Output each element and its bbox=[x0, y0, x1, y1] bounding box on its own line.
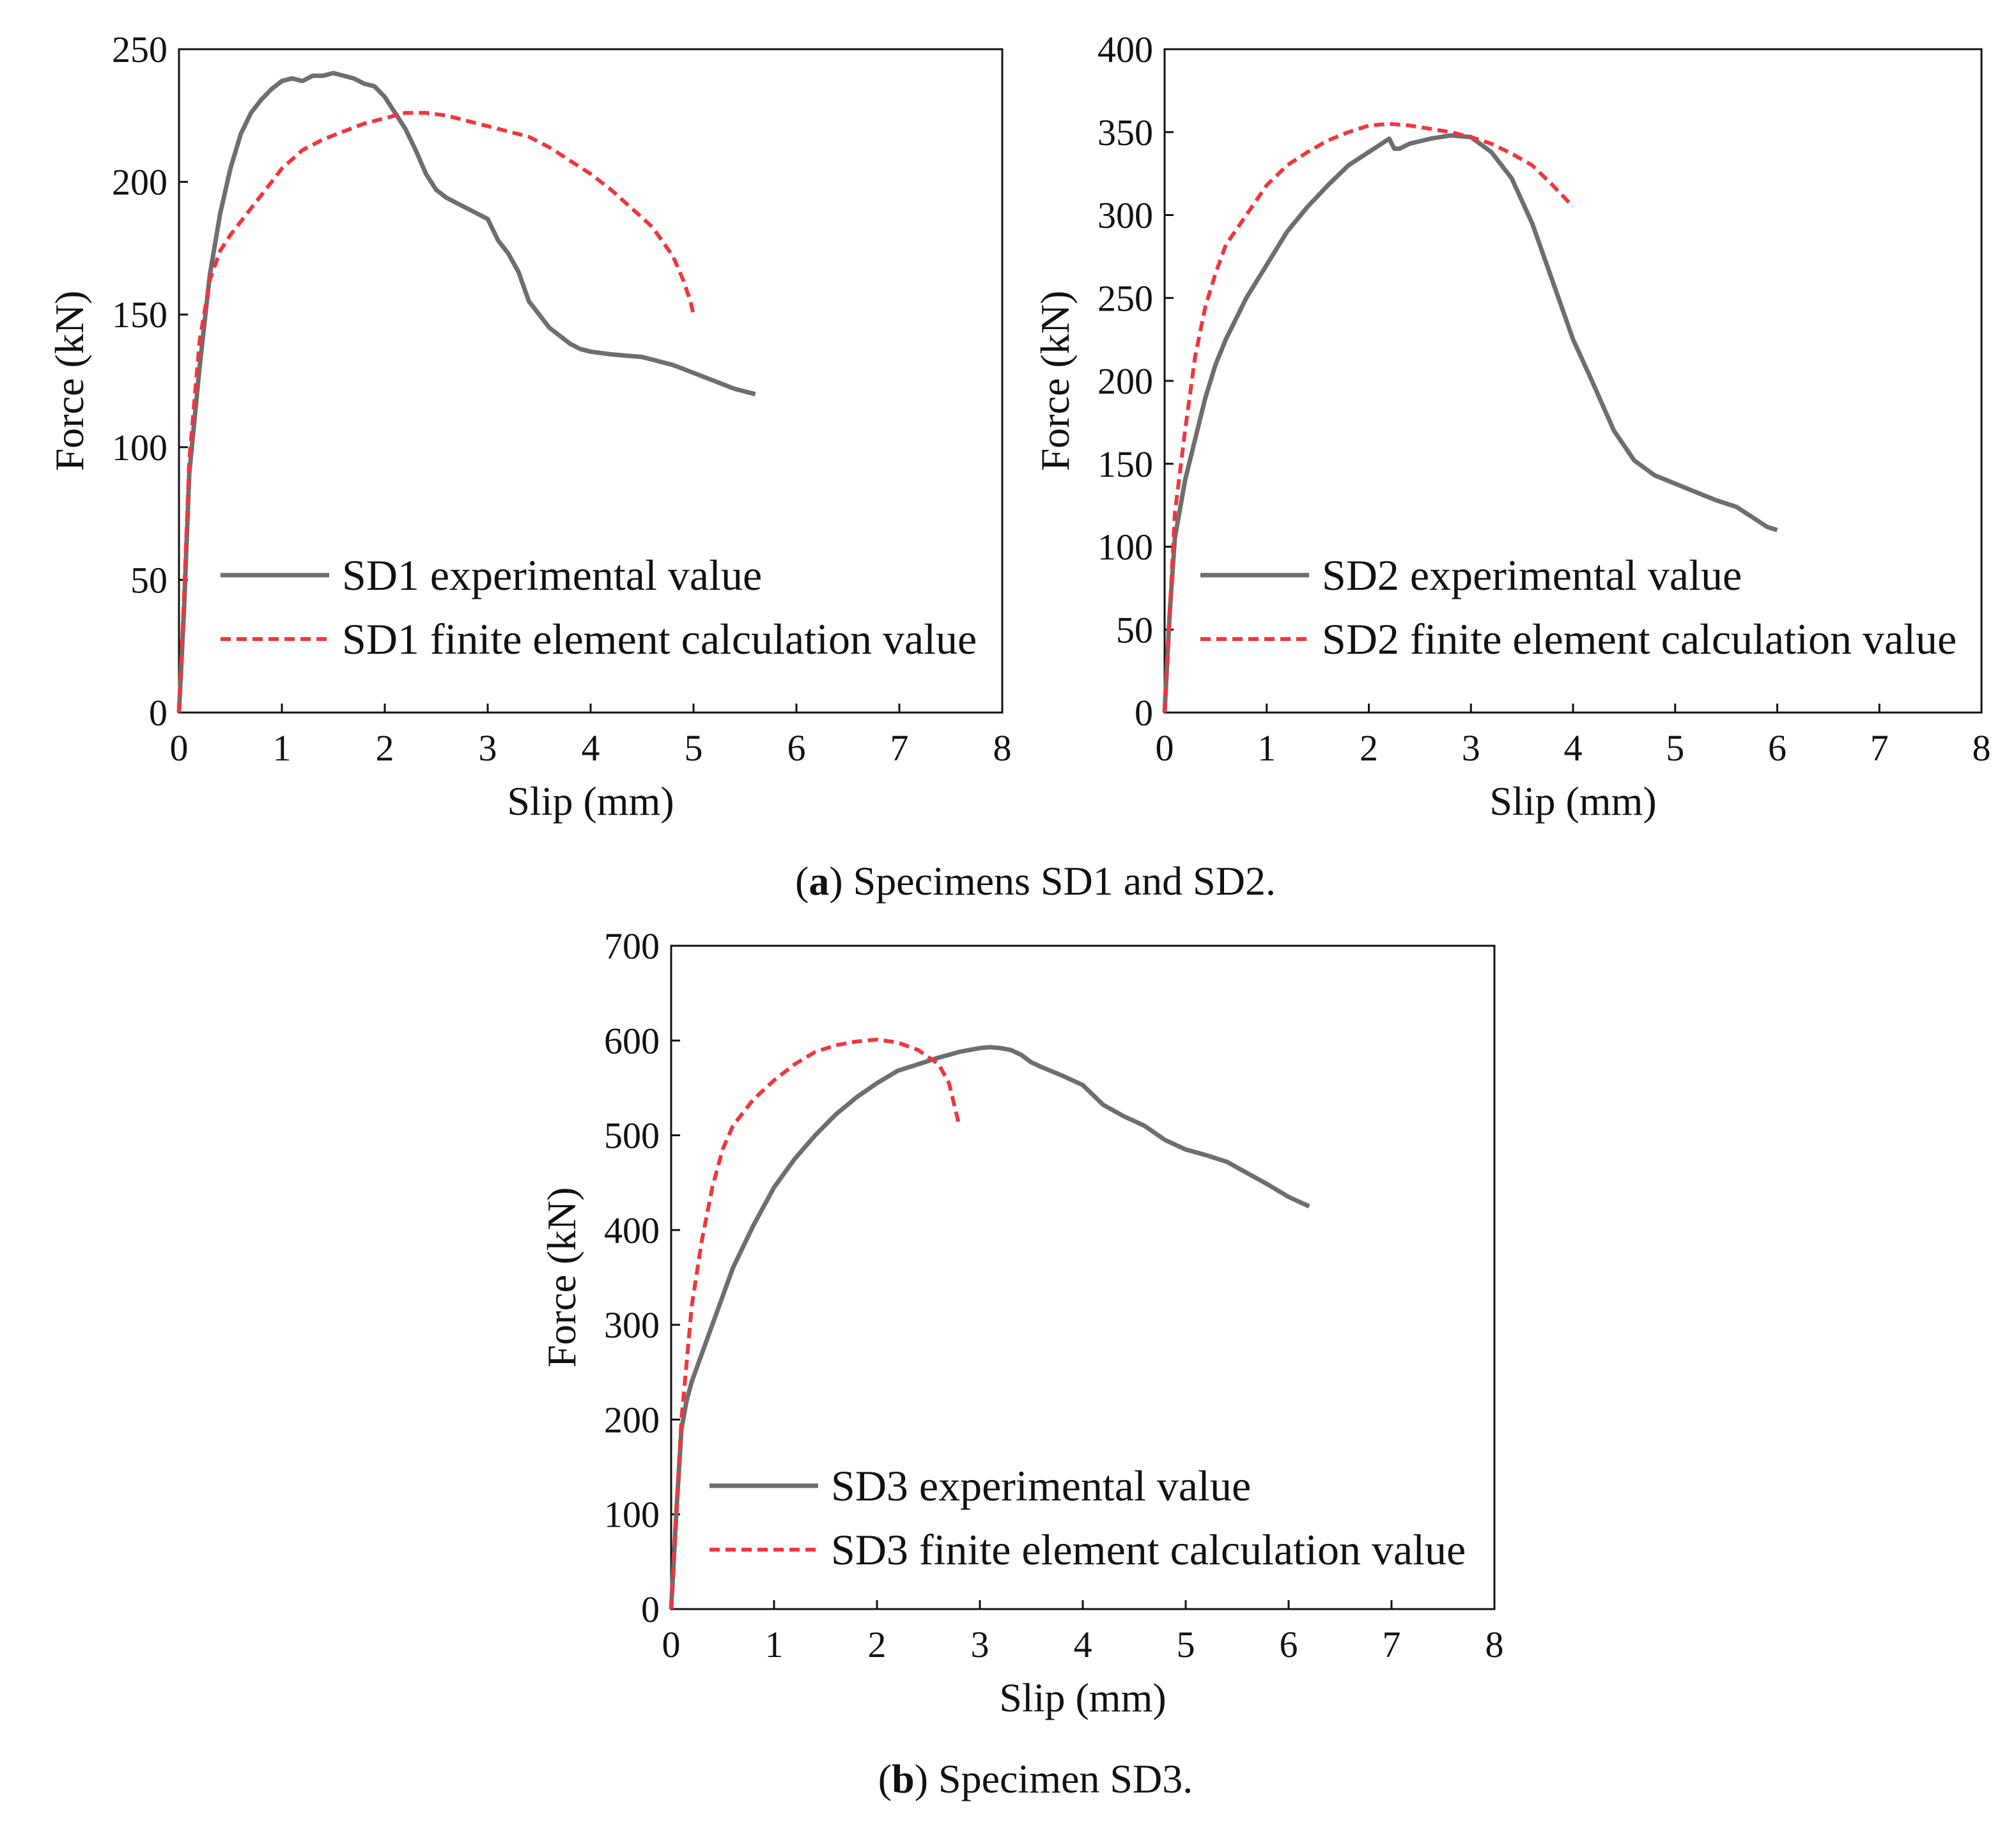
sd2-y-tick-label: 400 bbox=[1097, 29, 1153, 70]
sd2-y-tick-label: 100 bbox=[1097, 527, 1153, 568]
sd2-x-tick-label: 5 bbox=[1666, 727, 1684, 769]
caption-a-letter: a bbox=[809, 858, 829, 904]
sd3-y-tick-label: 700 bbox=[604, 925, 660, 967]
sd2-y-axis-label: Force (kN) bbox=[1032, 291, 1078, 472]
sd3-y-tick-label: 0 bbox=[641, 1589, 660, 1630]
sd2-x-tick-label: 2 bbox=[1360, 727, 1378, 769]
sd3-series-finite-element bbox=[669, 1037, 961, 1610]
sd3-x-tick-label: 4 bbox=[1074, 1624, 1092, 1665]
sd3-x-tick-label: 1 bbox=[765, 1624, 784, 1665]
sd2-series-finite-element bbox=[1163, 121, 1575, 713]
sd3-x-tick-label: 6 bbox=[1280, 1624, 1298, 1665]
chart-sd2: 0 1 2 3 4 5 6 7 8 0 50 100 150 200 250 300 350 400 Slip (m… bbox=[1032, 29, 1991, 824]
sd1-x-tick-label: 7 bbox=[890, 727, 909, 769]
sd3-y-axis-label: Force (kN) bbox=[539, 1187, 584, 1368]
sd2-legend-label-experimental: SD2 experimental value bbox=[1322, 551, 1742, 599]
sd1-y-tick-label: 250 bbox=[112, 29, 167, 70]
sd3-x-tick-label: 2 bbox=[868, 1624, 887, 1665]
sd1-x-tick-label: 6 bbox=[787, 727, 806, 769]
sd3-x-tick-label: 3 bbox=[971, 1624, 989, 1665]
caption-a-text: Specimens SD1 and SD2. bbox=[853, 858, 1276, 904]
sd2-y-tick-label: 250 bbox=[1097, 277, 1153, 319]
sd2-series-experimental bbox=[1162, 133, 1778, 713]
caption-b-letter: b bbox=[892, 1756, 915, 1801]
sd1-y-tick-label: 150 bbox=[112, 294, 167, 335]
sd1-legend-label-finite-element: SD1 finite element calculation value bbox=[342, 615, 977, 663]
sd1-x-tick-label: 0 bbox=[170, 727, 189, 769]
sd3-x-tick-label: 5 bbox=[1177, 1624, 1195, 1665]
sd2-x-tick-label: 8 bbox=[1973, 727, 1991, 769]
sd1-x-tick-label: 4 bbox=[582, 727, 600, 769]
caption-b: (b) Specimen SD3. bbox=[878, 1756, 1193, 1801]
chart-sd1: 0 1 2 3 4 5 6 7 8 0 50 100 150 200 250 Slip (mm) Force (… bbox=[47, 29, 1012, 824]
sd2-y-tick-label: 200 bbox=[1097, 360, 1153, 402]
sd1-legend-label-experimental: SD1 experimental value bbox=[342, 551, 762, 599]
sd2-y-tick-label: 150 bbox=[1097, 443, 1153, 485]
sd3-y-tick-label: 200 bbox=[604, 1399, 660, 1440]
sd1-series-experimental bbox=[176, 70, 756, 713]
sd3-x-tick-label: 7 bbox=[1383, 1624, 1401, 1665]
caption-b-text: Specimen SD3. bbox=[938, 1756, 1193, 1801]
sd1-y-tick-label: 100 bbox=[112, 427, 167, 468]
sd3-legend-label-finite-element: SD3 finite element calculation value bbox=[831, 1525, 1466, 1574]
sd3-series-experimental bbox=[669, 1045, 1310, 1610]
sd3-x-tick-label: 0 bbox=[662, 1624, 681, 1665]
sd1-x-tick-label: 3 bbox=[479, 727, 497, 769]
sd1-y-tick-label: 0 bbox=[149, 692, 167, 734]
sd2-y-tick-label: 350 bbox=[1097, 112, 1153, 153]
sd1-series-finite-element bbox=[177, 111, 695, 713]
sd2-x-tick-label: 3 bbox=[1462, 727, 1480, 769]
sd1-x-tick-label: 1 bbox=[273, 727, 291, 769]
sd3-y-tick-label: 500 bbox=[604, 1115, 660, 1157]
sd2-legend-label-finite-element: SD2 finite element calculation value bbox=[1322, 615, 1957, 663]
sd1-y-axis-label: Force (kN) bbox=[47, 291, 92, 472]
sd3-y-tick-label: 600 bbox=[604, 1020, 660, 1061]
sd3-x-axis-label: Slip (mm) bbox=[999, 1675, 1166, 1720]
sd1-x-axis-label: Slip (mm) bbox=[507, 778, 674, 824]
sd1-x-tick-label: 8 bbox=[993, 727, 1012, 769]
sd3-legend-label-experimental: SD3 experimental value bbox=[831, 1461, 1251, 1510]
sd2-x-tick-label: 4 bbox=[1564, 727, 1583, 769]
sd1-y-tick-label: 50 bbox=[130, 559, 167, 601]
sd2-x-tick-label: 0 bbox=[1156, 727, 1174, 769]
sd2-x-tick-label: 1 bbox=[1257, 727, 1276, 769]
sd3-y-tick-label: 400 bbox=[604, 1210, 660, 1251]
sd2-y-tick-label: 0 bbox=[1135, 692, 1153, 734]
chart-sd3: 0 1 2 3 4 5 6 7 8 0 100 200 300 400 500 600 700 Slip (mm)… bbox=[539, 925, 1504, 1720]
sd3-y-tick-label: 100 bbox=[604, 1494, 660, 1536]
sd3-y-tick-label: 300 bbox=[604, 1304, 660, 1346]
sd2-x-tick-label: 6 bbox=[1768, 727, 1787, 769]
sd2-y-tick-label: 300 bbox=[1097, 195, 1153, 236]
sd2-x-tick-label: 7 bbox=[1870, 727, 1889, 769]
caption-a: (a) Specimens SD1 and SD2. bbox=[795, 858, 1276, 904]
sd2-x-axis-label: Slip (mm) bbox=[1489, 778, 1656, 824]
sd1-x-tick-label: 2 bbox=[376, 727, 394, 769]
sd2-y-tick-label: 50 bbox=[1116, 609, 1153, 651]
sd1-x-tick-label: 5 bbox=[685, 727, 703, 769]
sd1-y-tick-label: 200 bbox=[112, 162, 167, 203]
sd3-x-tick-label: 8 bbox=[1485, 1624, 1504, 1665]
